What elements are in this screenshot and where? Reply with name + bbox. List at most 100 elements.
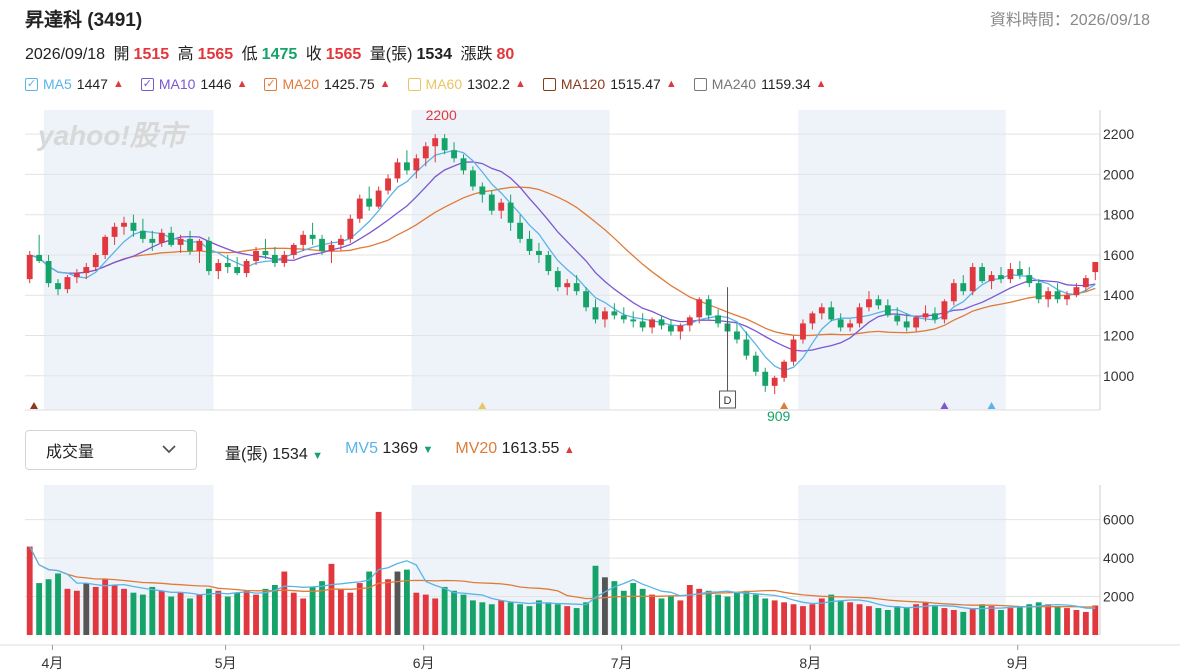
ma-legend-item-ma5[interactable]: ✓ MA5 1447 ▲ <box>25 76 124 92</box>
y-tick-label: 4000 <box>1103 550 1134 566</box>
candle-body <box>828 307 835 320</box>
ma-label: MA10 <box>158 76 196 92</box>
volume-bar <box>545 602 552 635</box>
checkbox-icon[interactable] <box>407 77 421 91</box>
ma-value: 1446 <box>200 76 232 92</box>
volume-bar <box>196 594 203 635</box>
candle-body <box>1016 269 1023 276</box>
candle-body <box>1035 283 1042 300</box>
candle-body <box>922 313 929 318</box>
candle-body <box>668 325 674 332</box>
cross-marker-icon <box>30 402 38 409</box>
candle-body <box>187 238 193 251</box>
stock-title: 昇達科 (3491) <box>25 10 143 31</box>
candle-body <box>507 202 514 223</box>
candle-body <box>715 315 722 324</box>
candle-body <box>847 323 854 328</box>
volume-bar <box>630 583 637 635</box>
trend-up-icon: ▲ <box>514 78 526 90</box>
candle-body <box>743 339 750 356</box>
volume-bar <box>262 588 269 635</box>
volume-bar <box>1082 611 1089 635</box>
volume-bar <box>130 592 137 635</box>
volume-bar <box>149 586 156 635</box>
volume-bar <box>215 590 222 635</box>
volume-bar <box>847 602 854 635</box>
candle-body <box>800 323 806 340</box>
volume-bar <box>875 608 882 635</box>
volume-bar <box>743 590 750 635</box>
y-tick-label: 2000 <box>1103 589 1134 605</box>
candle-body <box>394 162 401 179</box>
volume-bar <box>517 604 523 635</box>
ma-legend-item-ma120[interactable]: MA120 1515.47 ▲ <box>542 76 677 92</box>
candle-body <box>790 339 797 362</box>
candle-body <box>686 317 693 326</box>
volume-bar <box>507 602 514 635</box>
volume-bar <box>394 571 401 635</box>
volume-bar <box>168 596 175 635</box>
volume-bar <box>403 569 410 635</box>
volume-bar <box>696 588 703 635</box>
volume-bar <box>960 611 967 635</box>
ma-legend-item-ma10[interactable]: ✓ MA10 1446 ▲ <box>140 76 247 92</box>
volume-bar <box>300 598 307 635</box>
y-tick-label: 1600 <box>1103 247 1134 263</box>
candle-body <box>894 315 901 322</box>
volume-bar <box>677 600 684 635</box>
volume-bar <box>366 571 373 635</box>
candle-body <box>55 283 61 290</box>
cross-marker-icon <box>478 402 487 409</box>
volume-bar <box>950 610 957 635</box>
candle-body <box>300 234 307 245</box>
x-tick-label: 4月 <box>42 655 64 671</box>
volume-bar <box>564 606 571 635</box>
candle-body <box>347 218 354 239</box>
candle-body <box>121 222 127 227</box>
volume-bar <box>1054 606 1061 635</box>
candle-body <box>224 263 231 268</box>
candle-body <box>441 138 448 151</box>
checkbox-icon[interactable]: ✓ <box>264 77 278 91</box>
candle-body <box>818 307 825 314</box>
ma-legend-item-ma240[interactable]: MA240 1159.34 ▲ <box>693 76 827 92</box>
ma-legend-item-ma20[interactable]: ✓ MA20 1425.75 ▲ <box>264 76 391 92</box>
volume-bar <box>715 594 722 635</box>
volume-bar <box>573 608 580 635</box>
checkbox-icon[interactable]: ✓ <box>140 77 154 91</box>
candle-body <box>488 194 495 211</box>
volume-bar <box>592 565 599 635</box>
volume-bar <box>121 588 127 635</box>
volume-bar <box>1045 604 1052 635</box>
volume-bar <box>668 596 674 635</box>
y-tick-label: 2000 <box>1103 166 1134 182</box>
volume-bar <box>526 606 533 635</box>
candle-body <box>243 261 250 274</box>
checkbox-icon[interactable]: ✓ <box>25 77 38 91</box>
x-tick-label: 5月 <box>215 655 237 671</box>
candle-body <box>979 267 986 282</box>
volume-bar <box>818 598 825 635</box>
candle-body <box>781 361 788 378</box>
volume-bar <box>790 604 797 635</box>
candle-body <box>149 238 156 243</box>
volume-bar <box>705 590 712 635</box>
candle-body <box>26 254 33 280</box>
checkbox-icon[interactable] <box>693 77 707 91</box>
candle-body <box>64 277 71 290</box>
indicator-select-label: 成交量 <box>46 444 95 461</box>
candle-body <box>36 254 43 262</box>
indicator-select[interactable]: 成交量 <box>25 430 197 470</box>
change-label: 漲跌 <box>460 46 493 63</box>
month-band <box>798 110 1006 410</box>
candle-body <box>998 275 1004 280</box>
candle-body <box>290 244 297 255</box>
ma-value: 1515.47 <box>610 76 661 92</box>
checkbox-icon[interactable] <box>542 77 556 91</box>
y-tick-label: 1800 <box>1103 207 1134 223</box>
volume-bar <box>866 606 872 635</box>
volume-value: 1534 <box>416 46 453 63</box>
ma-legend-item-ma60[interactable]: MA60 1302.2 ▲ <box>407 76 526 92</box>
chevron-down-icon <box>162 441 176 459</box>
